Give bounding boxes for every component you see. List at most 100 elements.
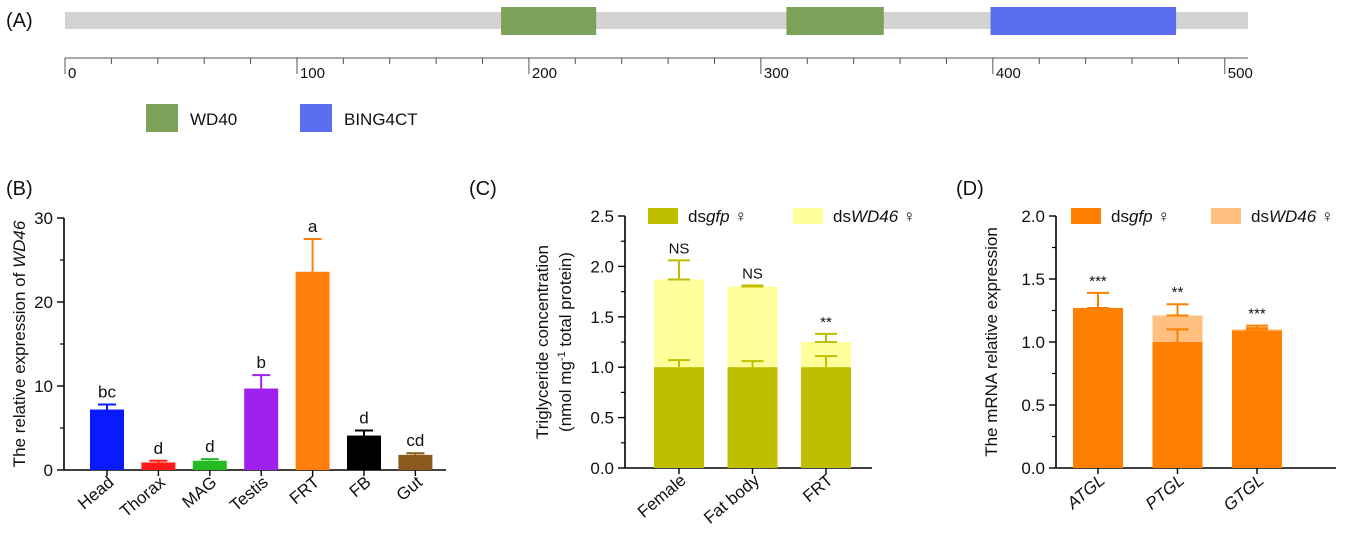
y-axis-label-unit: (nmol mg [556,361,575,432]
y-axis-label-line1: Triglyceride concentration [533,245,552,439]
significance-annotation: NS [669,240,690,257]
bar-frt [295,271,330,470]
y-axis-label-superscript: -1 [556,351,568,361]
y-tick-label: 20 [34,293,53,312]
significance-letter: a [308,217,318,236]
y-tick-label: 2.5 [590,207,614,226]
panel-label-b: (B) [6,178,33,200]
legend-label-wd46: dsWD46 ♀ [833,207,916,226]
bar-gfp-gtgl [1232,330,1282,468]
y-axis-label: The mRNA relative expression [982,227,1001,457]
panel-d-mrna-expression-chart: 0.00.51.01.52.0***ATGL**PTGL***GTGLdsgfp… [982,207,1336,515]
y-axis-label-gene: WD46 [10,220,29,268]
legend-swatch-gfp [1071,208,1101,224]
domain-wd40-0 [501,7,597,35]
x-tick-label-gtgl: GTGL [1220,471,1268,515]
bar-gfp-ptgl [1152,342,1203,468]
x-tick-label-fat-body: Fat body [700,470,763,527]
legend-label-suffix: ♀ [730,207,747,226]
y-tick-label: 30 [34,209,53,228]
domain-wd40-1 [786,7,884,35]
legend-label-bing4ct: BING4CT [344,110,418,129]
bar-gfp-fat-body [727,367,778,468]
legend-label-gfp: dsgfp ♀ [688,207,747,226]
y-tick-label: 0.0 [1021,459,1045,478]
legend-label-prefix: ds [833,207,851,226]
significance-annotation: *** [1089,273,1107,290]
bar-gut [398,454,433,470]
y-tick-label: 0.5 [1021,396,1045,415]
y-tick-label: 1.0 [590,358,614,377]
significance-letter: d [154,439,163,458]
scale-tick-label: 100 [300,65,325,82]
panel-label-c: (C) [469,178,497,200]
significance-letter: d [359,409,368,428]
legend-label-suffix: ♀ [898,207,915,226]
legend-label-suffix: ♀ [1316,207,1333,226]
panel-a-domain-map: 0 100 200 300 400 500 WD40 BING4CT [64,7,1253,132]
significance-annotation: ** [1172,284,1184,301]
x-tick-label-thorax: Thorax [116,472,169,521]
y-axis-label-text: The relative expression of [10,268,29,467]
x-tick-label-head: Head [74,473,117,514]
significance-annotation: ** [820,314,832,331]
y-tick-label: 0.5 [590,409,614,428]
legend-label-gene: gfp [706,207,730,226]
bar-head [90,409,124,470]
bar-gfp-female [654,367,704,468]
legend-label-wd46: dsWD46 ♀ [1251,207,1334,226]
x-tick-label-ptgl: PTGL [1142,471,1188,514]
panel-label-a: (A) [6,10,33,32]
bar-testis [244,388,279,470]
x-tick-label-fb: FB [346,473,375,502]
legend-label-suffix: ♀ [1153,207,1170,226]
bar-fb [347,435,381,470]
y-tick-label: 10 [34,377,53,396]
legend-swatch-gfp [648,208,678,224]
bar-mag [192,460,227,470]
significance-letter: d [205,437,214,456]
legend-swatch-bing4ct [300,104,332,132]
significance-annotation: *** [1248,306,1266,323]
panel-label-d: (D) [956,178,984,200]
x-tick-label-gut: Gut [393,472,426,504]
x-tick-label-female: Female [634,471,690,522]
y-tick-label: 1.0 [1021,333,1045,352]
scale-tick-label: 0 [68,65,76,82]
domain-bing4ct-2 [990,7,1177,35]
bar-gfp-atgl [1073,307,1123,468]
scale-tick-label: 200 [532,65,557,82]
legend-label-gene: WD46 [1269,207,1317,226]
legend-label-gene: gfp [1129,207,1153,226]
scale-tick-label: 300 [764,65,789,82]
legend-label-gfp: dsgfp ♀ [1111,207,1170,226]
y-axis-label-unit-tail: total protein) [556,252,575,351]
scale-tick-label: 400 [996,65,1021,82]
legend-swatch-wd40 [146,104,178,132]
panel-c-triglyceride-chart: 0.0 0.5 1.0 1.5 2.0 2.5 NS Female NS Fat body ** FR… [533,207,916,528]
x-tick-label-mag: MAG [178,473,220,512]
y-tick-label: 2.0 [1021,207,1045,226]
x-tick-label-frt: FRT [799,471,836,507]
y-tick-label: 1.5 [1021,270,1045,289]
y-tick-label: 2.0 [590,257,614,276]
legend-label-prefix: ds [1111,207,1129,226]
x-tick-label-atgl: ATGL [1063,471,1109,514]
y-tick-label: 0 [44,461,53,480]
scale-tick-label: 500 [1228,65,1253,82]
legend-label-wd40: WD40 [190,110,237,129]
legend-label-gene: WD46 [851,207,899,226]
y-axis-label: The relative expression of WD46 [10,220,29,467]
significance-annotation: NS [742,266,763,283]
legend-swatch-wd46 [1211,208,1241,224]
bar-gfp-frt [801,367,851,468]
legend-label-prefix: ds [1251,207,1269,226]
significance-letter: cd [406,431,424,450]
bar-thorax [141,462,176,470]
significance-letter: b [256,353,265,372]
protein-backbone [65,12,1248,29]
y-tick-label: 0.0 [590,459,614,478]
significance-letter: bc [98,382,116,401]
